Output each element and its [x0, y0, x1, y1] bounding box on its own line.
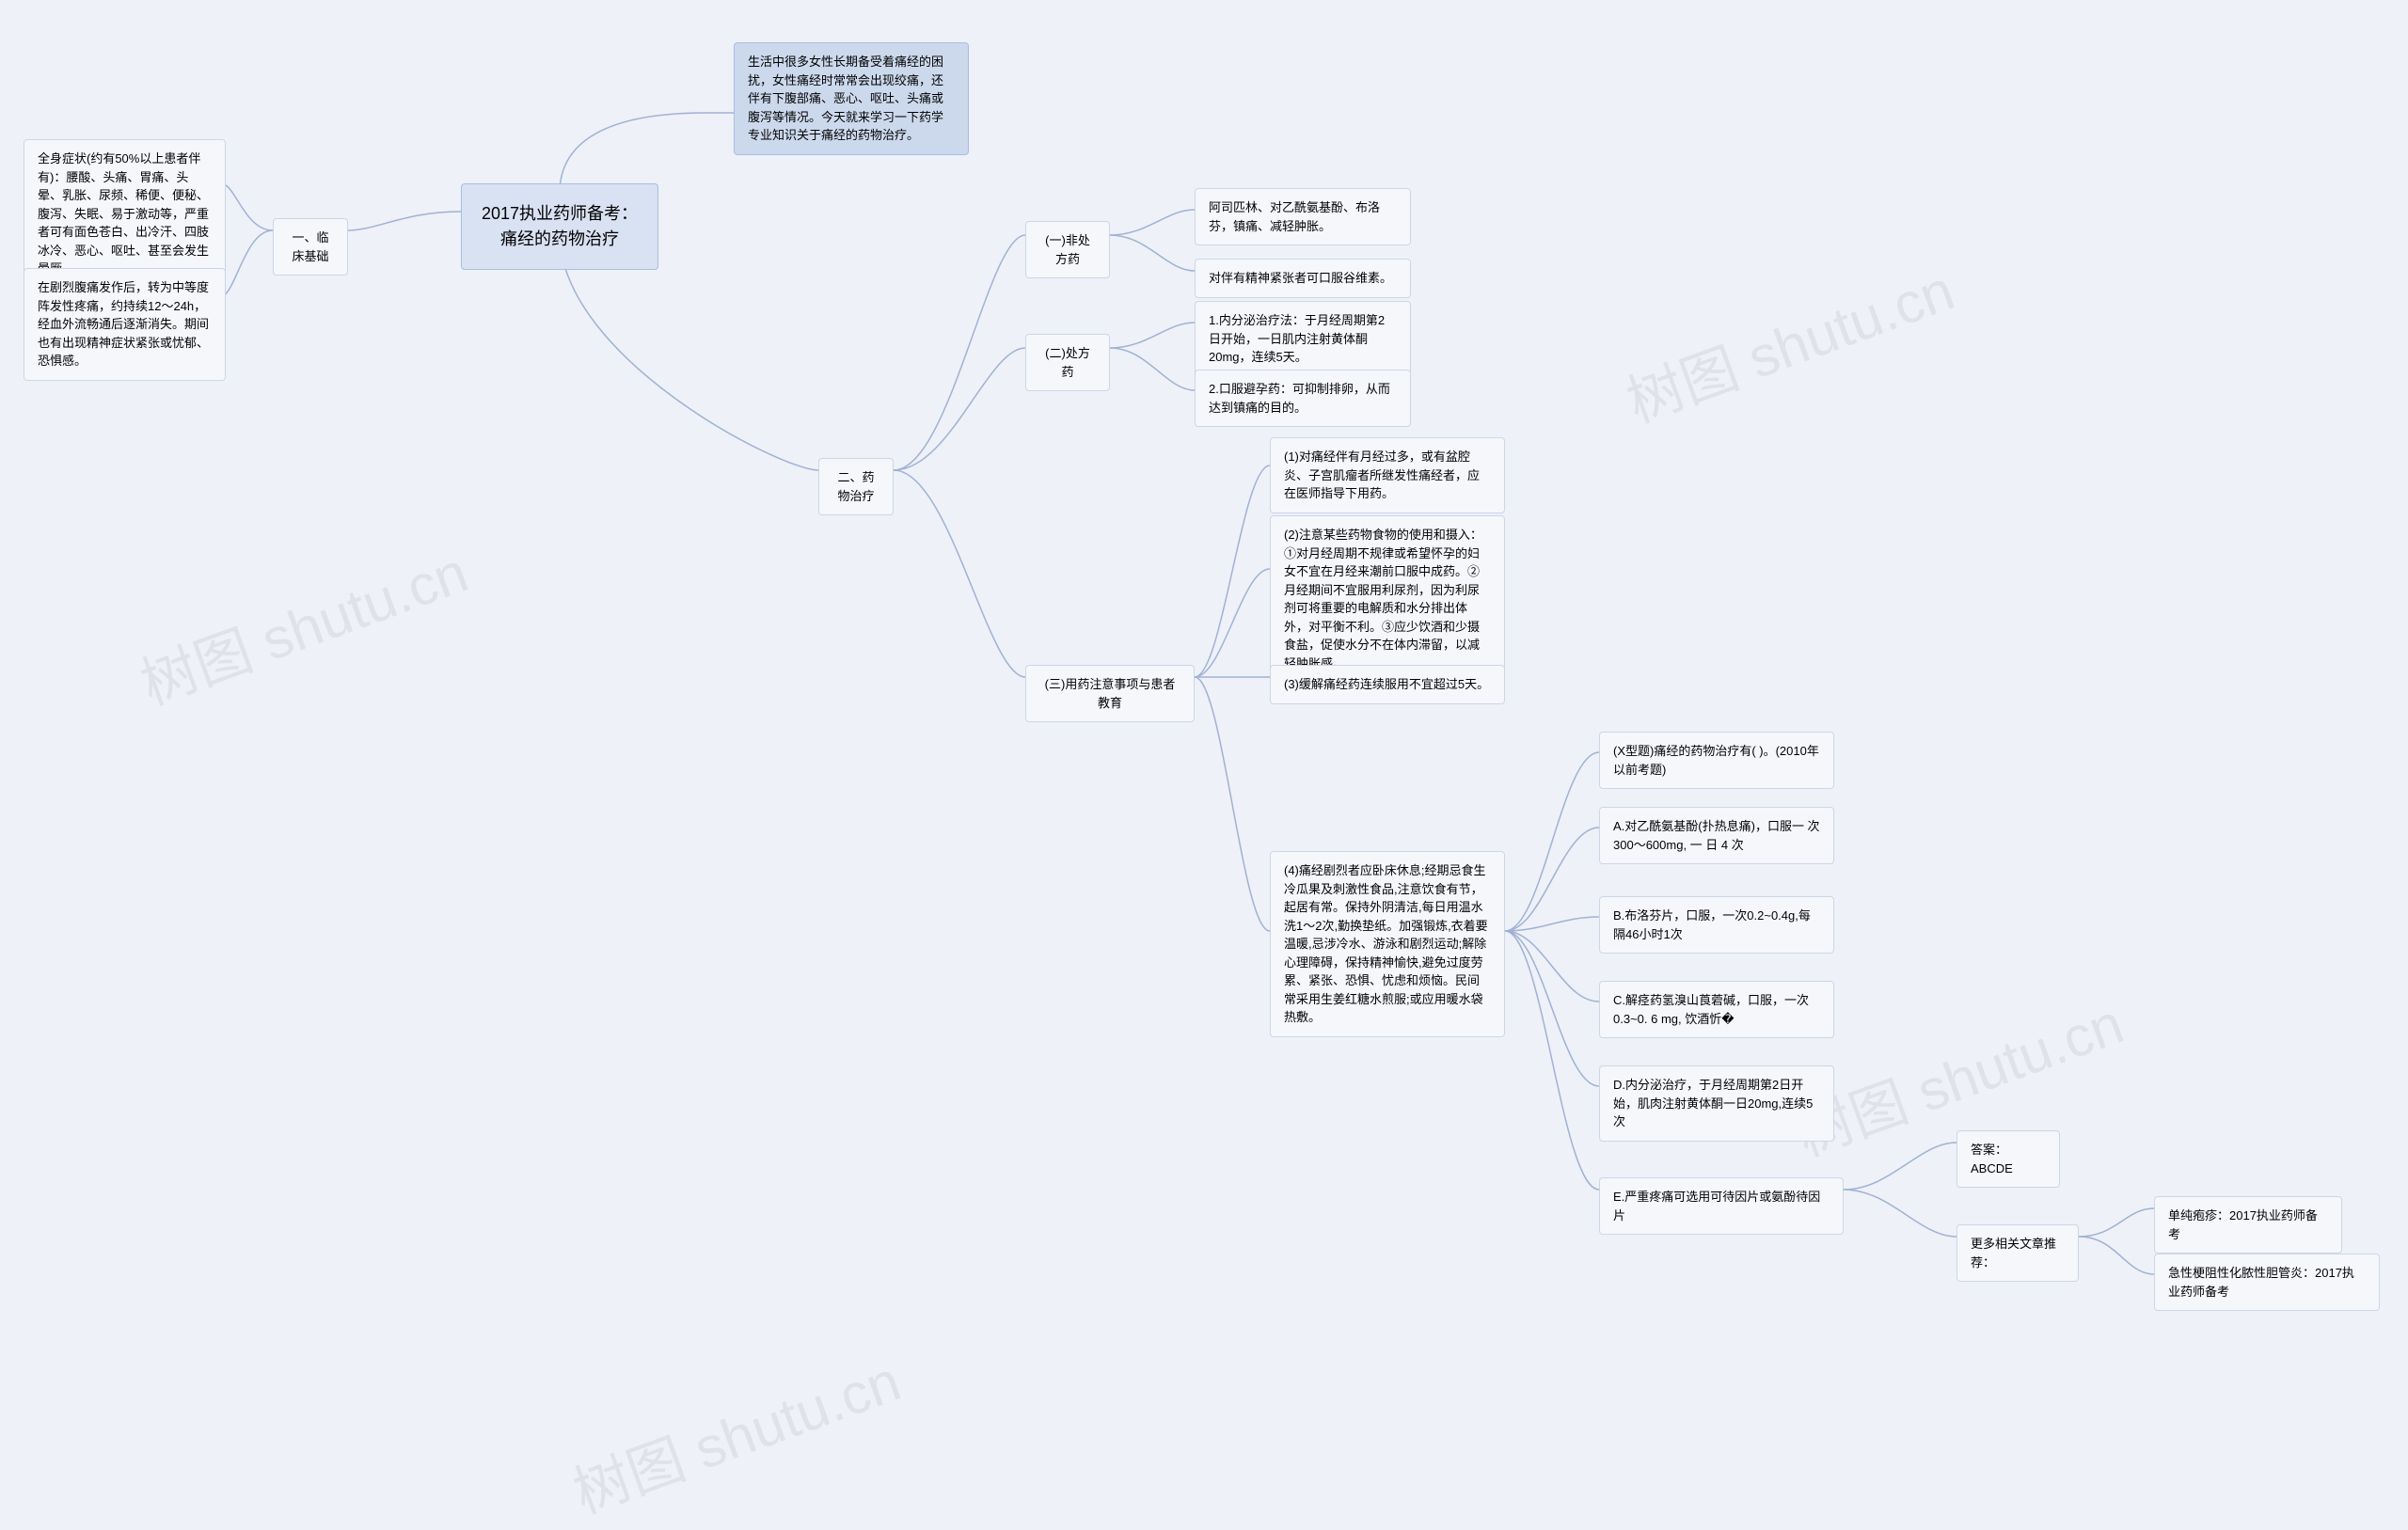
sec2-sub2-label: (二)处方药	[1025, 334, 1110, 391]
quiz-d: D.内分泌治疗，于月经周期第2日开始，肌肉注射黄体酮一日20mg,连续5次	[1599, 1065, 1834, 1142]
sec2-label: 二、药物治疗	[818, 458, 894, 515]
sec2-sub3-child-0: (1)对痛经伴有月经过多，或有盆腔炎、子宫肌瘤者所继发性痛经者，应在医师指导下用…	[1270, 437, 1505, 513]
quiz-c: C.解痉药氢溴山莨菪碱，口服，一次0.3~0. 6 mg, 饮酒忻�	[1599, 981, 1834, 1038]
watermark: 树图 shutu.cn	[128, 527, 477, 720]
sec2-sub1-label: (一)非处方药	[1025, 221, 1110, 278]
intro-box: 生活中很多女性长期备受着痛经的困扰，女性痛经时常常会出现绞痛，还伴有下腹部痛、恶…	[734, 42, 969, 155]
sec2-sub3-child-3: (4)痛经剧烈者应卧床休息;经期忌食生冷瓜果及刺激性食品,注意饮食有节，起居有常…	[1270, 851, 1505, 1037]
sec2-sub2-child-0: 1.内分泌治疗法：于月经周期第2日开始，一日肌内注射黄体酮20mg，连续5天。	[1195, 301, 1411, 377]
more-label: 更多相关文章推荐：	[1956, 1224, 2079, 1282]
sec2-sub3-child-1: (2)注意某些药物食物的使用和摄入：①对月经周期不规律或希望怀孕的妇女不宜在月经…	[1270, 515, 1505, 683]
quiz-a: A.对乙酰氨基酚(扑热息痛)，口服一 次 300～600mg, 一 日 4 次	[1599, 807, 1834, 864]
quiz-b: B.布洛芬片，口服，一次0.2~0.4g,每 隔46小时1次	[1599, 896, 1834, 954]
more-link-0: 单纯疱疹：2017执业药师备考	[2154, 1196, 2342, 1254]
sec1-child-1: 在剧烈腹痛发作后，转为中等度阵发性疼痛，约持续12～24h，经血外流畅通后逐渐消…	[24, 268, 226, 381]
more-link-1: 急性梗阻性化脓性胆管炎：2017执业药师备考	[2154, 1254, 2380, 1311]
sec1-child-0: 全身症状(约有50%以上患者伴有)：腰酸、头痛、胃痛、头晕、乳胀、尿频、稀便、便…	[24, 139, 226, 289]
sec2-sub3-label: (三)用药注意事项与患者教育	[1025, 665, 1195, 722]
root-node: 2017执业药师备考：痛经的药物治疗	[461, 183, 658, 270]
sec2-sub2-child-1: 2.口服避孕药：可抑制排卵，从而达到镇痛的目的。	[1195, 370, 1411, 427]
quiz-answer: 答案：ABCDE	[1956, 1130, 2060, 1188]
sec2-sub1-child-1: 对伴有精神紧张者可口服谷维素。	[1195, 259, 1411, 298]
sec2-sub1-child-0: 阿司匹林、对乙酰氨基酚、布洛芬，镇痛、减轻肿胀。	[1195, 188, 1411, 245]
watermark: 树图 shutu.cn	[1614, 244, 1963, 438]
sec2-sub3-child-2: (3)缓解痛经药连续服用不宜超过5天。	[1270, 665, 1505, 704]
watermark: 树图 shutu.cn	[561, 1335, 910, 1529]
quiz-e: E.严重疼痛可选用可待因片或氨酚待因片	[1599, 1177, 1844, 1235]
quiz-q: (X型题)痛经的药物治疗有( )。(2010年以前考题)	[1599, 732, 1834, 789]
sec1-label: 一、临床基础	[273, 218, 348, 276]
